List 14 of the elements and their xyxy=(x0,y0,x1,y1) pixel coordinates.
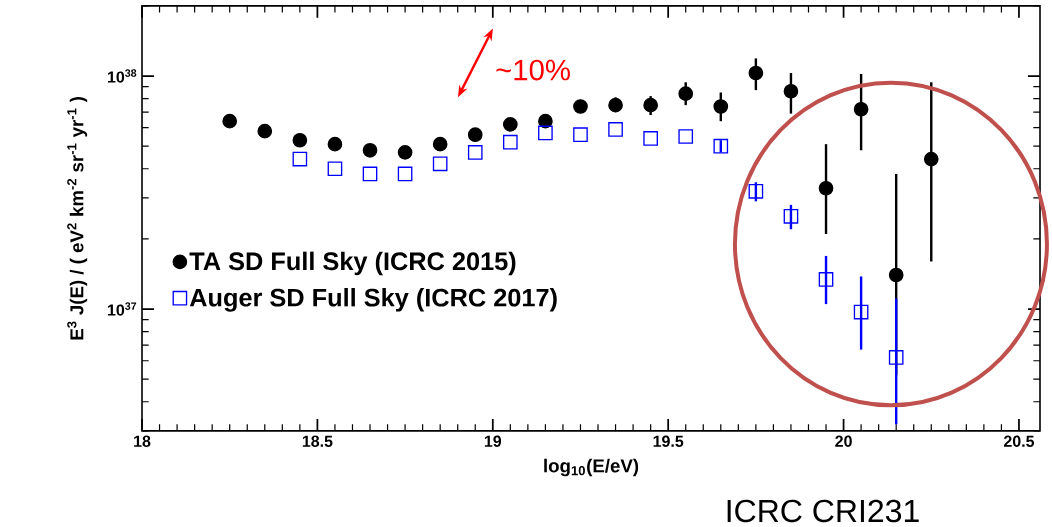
x-tick-label: 18.5 xyxy=(302,435,333,447)
x-tick-label: 18 xyxy=(134,435,151,447)
x-tick-label: 20 xyxy=(835,435,852,447)
legend-label: Auger SD Full Sky (ICRC 2017) xyxy=(189,288,557,312)
text: ICRC CRI231 xyxy=(727,499,919,523)
text: E$^{3}$ J(E) / ( eV$^{2}$ km$^{-2}$ sr$^{-1}$ yr$^{-1}$ ) xyxy=(67,96,88,340)
legend-label: TA SD Full Sky (ICRC 2015) xyxy=(189,251,516,276)
x-tick-label: 19.5 xyxy=(653,435,684,447)
y-tick-label: 10$^{37}$ xyxy=(107,302,137,316)
x-axis-title: log$_{10}$(E/eV) xyxy=(544,458,639,477)
x-tick-label: 19 xyxy=(484,435,502,447)
annotation: ~10% xyxy=(496,59,570,81)
y-tick-label: 10$^{38}$ xyxy=(107,69,137,83)
x-tick-label: 20.5 xyxy=(1003,435,1035,447)
